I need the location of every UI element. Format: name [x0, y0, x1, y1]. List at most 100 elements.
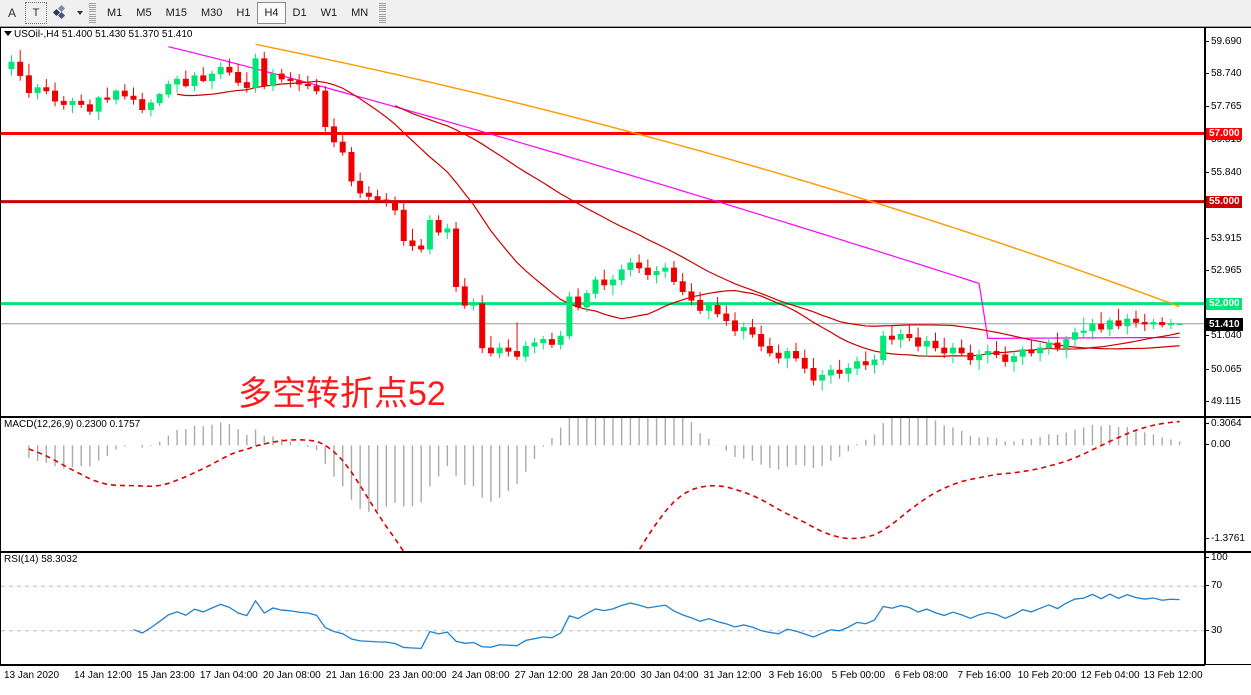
shapes-dropdown-button[interactable]	[73, 2, 84, 24]
candle-body	[801, 357, 808, 369]
macd-pane[interactable]: MACD(12,26,9) 0.2300 0.1757	[0, 417, 1205, 552]
candlestick	[383, 193, 390, 207]
candle-body	[322, 90, 329, 128]
time-axis-label: 13 Feb 12:00	[1143, 670, 1203, 681]
candlestick	[1063, 336, 1070, 359]
macd-scale[interactable]: 0.3064 0.00 -1.3761	[1205, 417, 1251, 552]
candlestick	[976, 349, 983, 371]
candle-body	[1124, 318, 1131, 327]
rsi-scale[interactable]: 100 70 30	[1205, 552, 1251, 665]
timeframe-mn[interactable]: MN	[344, 2, 375, 24]
timeframe-m1[interactable]: M1	[100, 2, 129, 24]
candle-body	[697, 299, 704, 311]
text-tool-button[interactable]: A	[1, 2, 23, 24]
candle-body	[793, 351, 800, 359]
macd-legend: MACD(12,26,9) 0.2300 0.1757	[4, 419, 141, 430]
candlestick	[139, 92, 146, 114]
candlestick	[496, 342, 503, 359]
candlestick	[156, 92, 163, 107]
candlestick	[566, 291, 573, 340]
candle-body	[200, 75, 207, 82]
rsi-pane[interactable]: RSI(14) 58.3032	[0, 552, 1205, 665]
candlestick	[470, 298, 477, 311]
candle-body	[1028, 349, 1035, 354]
candle-body	[827, 369, 834, 376]
candlestick	[1054, 332, 1061, 352]
candle-body	[261, 58, 268, 87]
candle-body	[871, 359, 878, 366]
candle-body	[418, 245, 425, 250]
candlestick	[679, 273, 686, 296]
level-tag-52[interactable]: 52.000	[1206, 297, 1242, 310]
candle-body	[182, 78, 189, 87]
rsi-chart-canvas	[1, 585, 1204, 650]
candlestick	[1010, 351, 1017, 372]
candle-body	[208, 73, 215, 82]
time-axis[interactable]: 13 Jan 2020 14 Jan 12:00 15 Jan 23:00 17 Ja…	[0, 665, 1251, 695]
candle-body	[217, 66, 224, 75]
candle-body	[304, 83, 311, 87]
candlestick	[618, 264, 625, 285]
candle-body	[888, 335, 895, 340]
time-axis-label: 24 Jan 08:00	[451, 670, 510, 681]
timeframe-h4[interactable]: H4	[257, 2, 286, 24]
time-axis-label: 28 Jan 20:00	[577, 670, 636, 681]
candlestick	[113, 89, 120, 105]
candlestick	[609, 274, 616, 296]
toolbar-divider-2	[379, 3, 387, 23]
candle-body	[880, 335, 887, 361]
candle-body	[374, 196, 381, 201]
timeframe-w1[interactable]: W1	[314, 2, 345, 24]
candlestick	[923, 336, 930, 357]
candle-body	[627, 262, 634, 270]
price-scale[interactable]: 59.69058.74057.76556.81555.84054.89053.9…	[1205, 27, 1251, 417]
candle-body	[740, 327, 747, 332]
candlestick	[505, 339, 512, 357]
timeframe-m15[interactable]: M15	[159, 2, 194, 24]
candle-body	[400, 209, 407, 242]
candle-body	[662, 267, 669, 272]
candlestick	[1124, 313, 1131, 335]
candle-body	[915, 337, 922, 347]
timeframe-m30[interactable]: M30	[194, 2, 229, 24]
time-axis-label: 13 Jan 2020	[4, 670, 60, 681]
candle-body	[1176, 323, 1183, 326]
ma-line-darkred	[177, 80, 1180, 357]
candle-body	[819, 374, 826, 381]
candlestick	[906, 324, 913, 342]
time-axis-label: 31 Jan 12:00	[703, 670, 762, 681]
candle-body	[670, 267, 677, 282]
time-axis-label: 17 Jan 04:00	[199, 670, 258, 681]
candle-body	[34, 87, 41, 93]
timeframe-h1[interactable]: H1	[229, 2, 257, 24]
candle-body	[444, 228, 451, 233]
candle-body	[836, 369, 843, 374]
price-pane[interactable]: USOil-,H4 51.400 51.430 51.370 51.410 多空…	[0, 27, 1205, 417]
candlestick	[705, 301, 712, 319]
candlestick	[1133, 310, 1140, 328]
candlestick	[1002, 346, 1009, 367]
shapes-tool-button[interactable]	[49, 2, 71, 24]
candlestick	[208, 70, 215, 90]
candlestick	[522, 341, 529, 362]
level-tag-57[interactable]: 57.000	[1206, 127, 1242, 140]
macd-tick: -1.3761	[1205, 534, 1245, 544]
candle-body	[1037, 347, 1044, 354]
timeframe-m5[interactable]: M5	[129, 2, 158, 24]
candlestick	[365, 186, 372, 202]
candlestick	[540, 336, 547, 350]
label-tool-button[interactable]: T	[25, 2, 47, 24]
candle-body	[392, 201, 399, 211]
candlestick	[426, 215, 433, 255]
candlestick	[993, 341, 1000, 359]
candle-body	[897, 334, 904, 340]
timeframe-d1[interactable]: D1	[286, 2, 314, 24]
toolbar-divider	[89, 3, 96, 23]
price-tick: 58.740	[1205, 69, 1242, 79]
level-tag-55[interactable]: 55.000	[1206, 195, 1242, 208]
candlestick	[1071, 327, 1078, 347]
candle-body	[862, 361, 869, 366]
candlestick	[147, 99, 154, 117]
collapse-triangle-icon[interactable]	[4, 31, 12, 36]
time-axis-label: 14 Jan 12:00	[74, 670, 132, 681]
